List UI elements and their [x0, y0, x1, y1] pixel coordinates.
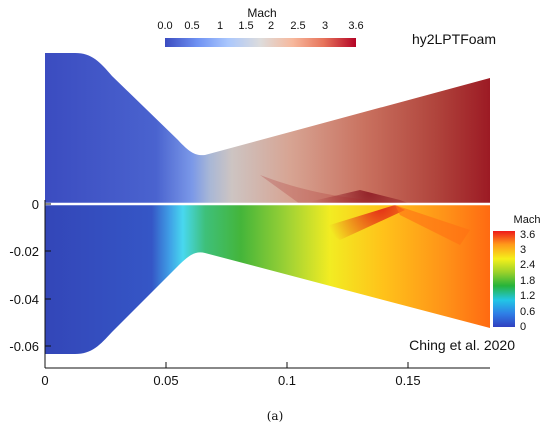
x-tick-label: 0	[41, 373, 48, 388]
side-colorbar: Mach 3.6 3 2.4 1.8 1.2 0.6 0	[493, 214, 540, 333]
side-colorbar-tick: 1.2	[520, 290, 535, 302]
x-tick-label: 0.05	[153, 373, 178, 388]
top-colorbar: Mach 0.0 0.5 1 1.5 2 2.5 3 3.6	[157, 6, 364, 47]
top-colorbar-tick: 0.0	[157, 20, 172, 32]
side-colorbar-tick: 2.4	[520, 259, 535, 271]
side-colorbar-tick: 1.8	[520, 275, 535, 287]
x-tick-label: 0.1	[278, 373, 296, 388]
y-tick-labels: 0 -0.02 -0.04 -0.06	[9, 197, 39, 354]
top-colorbar-tick: 1	[217, 20, 223, 32]
top-colorbar-tick: 0.5	[184, 20, 199, 32]
side-colorbar-tick: 3.6	[520, 229, 535, 241]
figure-caption: (a)	[267, 409, 284, 423]
side-colorbar-gradient	[493, 231, 515, 327]
x-tick-labels: 0 0.05 0.1 0.15	[41, 373, 420, 388]
top-solver-label: hy2LPTFoam	[412, 31, 496, 47]
top-colorbar-tick: 2.5	[290, 20, 305, 32]
top-colorbar-tick: 2	[268, 20, 274, 32]
side-colorbar-tick: 0.6	[520, 306, 535, 318]
side-colorbar-tick: 3	[520, 244, 526, 256]
top-colorbar-title: Mach	[247, 6, 276, 20]
top-colorbar-tick: 1.5	[238, 20, 253, 32]
y-tick-label: -0.04	[9, 292, 39, 307]
side-colorbar-title: Mach	[514, 214, 541, 226]
top-colorbar-gradient	[165, 38, 356, 47]
bottom-nozzle-field	[45, 204, 490, 354]
x-tick-label: 0.15	[395, 373, 420, 388]
top-colorbar-tick: 3.6	[348, 20, 363, 32]
bottom-reference-label: Ching et al. 2020	[409, 337, 515, 353]
y-tick-label: -0.06	[9, 339, 39, 354]
y-tick-label: -0.02	[9, 244, 39, 259]
top-colorbar-tick: 3	[322, 20, 328, 32]
axes	[44, 200, 490, 369]
side-colorbar-tick: 0	[520, 321, 526, 333]
y-tick-label: 0	[32, 197, 39, 212]
top-nozzle-field	[45, 53, 490, 204]
